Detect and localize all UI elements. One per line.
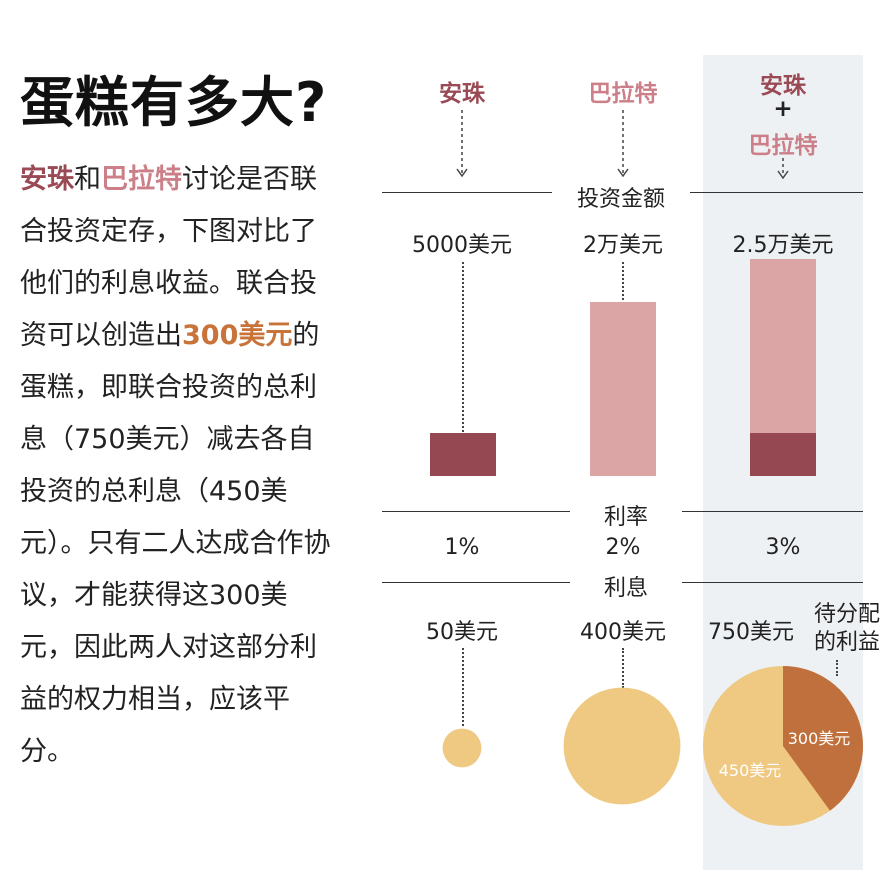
- bar-balate: [590, 302, 656, 476]
- rate-combined: 3%: [765, 535, 801, 560]
- coin-balate-circle: [563, 687, 681, 805]
- row-label-amount: 投资金额: [576, 187, 665, 212]
- cake-amount-highlight: 300美元: [182, 320, 293, 351]
- column-header-anzhu: 安珠: [439, 81, 485, 107]
- coin-anzhu-circle: [442, 728, 482, 768]
- down-arrow-icon: [777, 158, 789, 180]
- coin-leader-line: [622, 648, 624, 688]
- column-header-combined-anzhu: 安珠: [760, 73, 806, 99]
- rate-anzhu: 1%: [444, 535, 480, 560]
- down-arrow-icon: [617, 110, 629, 178]
- divider-line: [690, 192, 863, 193]
- divider-line: [382, 192, 552, 193]
- text-run: 的蛋糕，即联合投资的总利息（750美元）减去各自投资的总利息（450美元）。只有…: [20, 320, 331, 767]
- rate-balate: 2%: [605, 535, 641, 560]
- amount-combined: 2.5万美元: [732, 233, 834, 258]
- bar-leader-line: [462, 262, 464, 432]
- bar-anzhu: [430, 432, 496, 476]
- divider-line: [682, 582, 863, 583]
- bar-combined-balate-part: [750, 259, 816, 433]
- bar-leader-line: [622, 262, 624, 300]
- divider-line: [682, 511, 863, 512]
- pie-callout-label: 待分配 的利益: [806, 601, 888, 657]
- pie-callout-leader: [836, 660, 838, 676]
- coin-leader-line: [462, 648, 464, 726]
- bar-combined-anzhu-part: [750, 432, 816, 476]
- column-header-combined-balate: 巴拉特: [748, 133, 818, 159]
- column-header-plus: +: [773, 96, 793, 122]
- text-run: 和: [74, 164, 101, 195]
- amount-balate: 2万美元: [583, 233, 663, 258]
- interest-anzhu: 50美元: [426, 620, 498, 645]
- row-label-interest: 利息: [603, 576, 648, 601]
- page-title: 蛋糕有多大?: [20, 71, 328, 134]
- divider-line: [382, 511, 570, 512]
- name-balate-highlight: 巴拉特: [101, 164, 182, 195]
- amount-anzhu: 5000美元: [412, 233, 512, 258]
- column-header-balate: 巴拉特: [588, 81, 658, 107]
- explanation-text: 安珠和巴拉特讨论是否联合投资定存，下图对比了他们的利息收益。联合投资可以创造出3…: [20, 154, 338, 778]
- text-run: 讨论是否联合投资定存，下图对比了他们的利息收益。联合投资可以创造出: [20, 164, 317, 351]
- down-arrow-icon: [456, 110, 468, 178]
- divider-line: [382, 582, 570, 583]
- pie-callout-line-2: 的利益: [813, 630, 880, 655]
- interest-combined: 750美元: [708, 620, 794, 645]
- row-label-rate: 利率: [603, 505, 648, 530]
- pie-callout-line-1: 待分配: [813, 602, 880, 627]
- name-anzhu-highlight: 安珠: [20, 164, 74, 195]
- interest-balate: 400美元: [580, 620, 666, 645]
